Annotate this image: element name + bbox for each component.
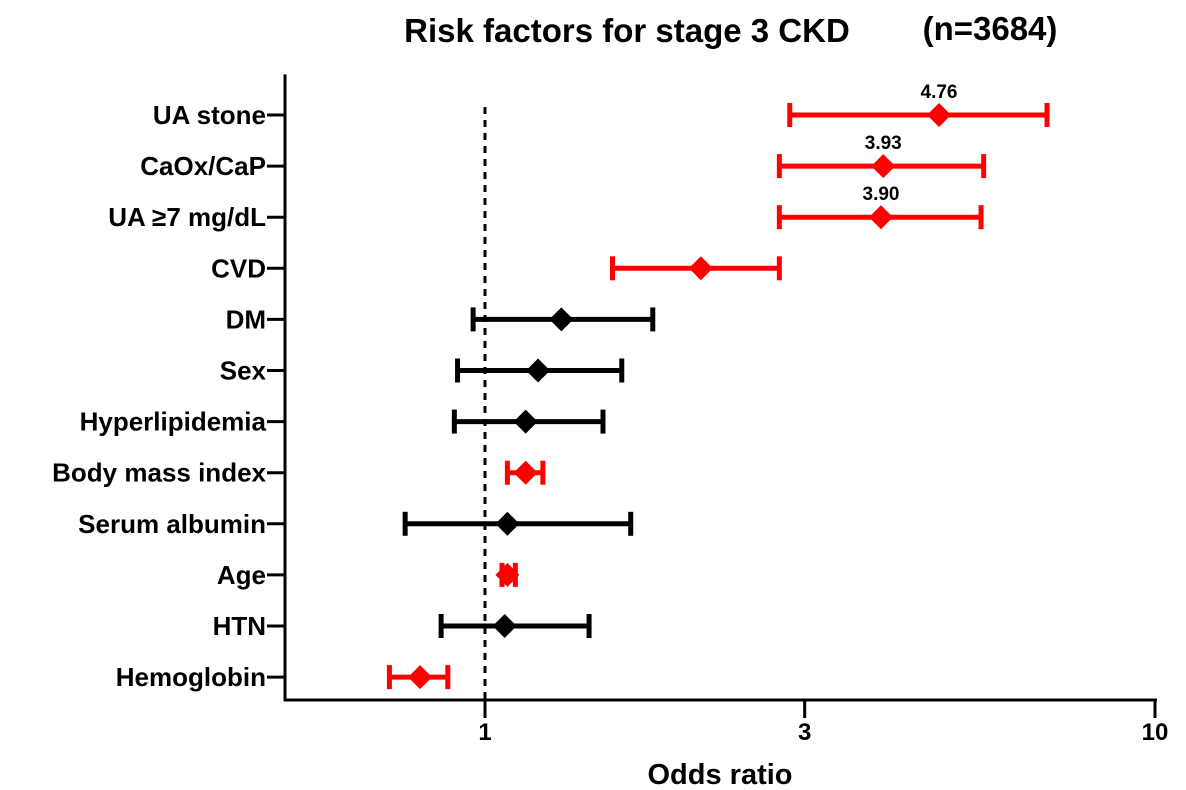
forest-row: Sex — [220, 356, 625, 386]
odds-ratio-marker — [513, 409, 538, 434]
forest-row: CaOx/CaP 3.93 — [140, 133, 987, 181]
row-label: Body mass index — [52, 458, 266, 488]
row-label: DM — [226, 304, 266, 334]
row-label: Serum albumin — [78, 509, 266, 539]
odds-ratio-marker — [495, 562, 520, 587]
forest-row: Age — [217, 560, 520, 590]
forest-row: CVD — [211, 253, 782, 283]
chart-title: Risk factors for stage 3 CKD — [404, 12, 850, 49]
row-label: UA stone — [153, 100, 266, 130]
data-label: 3.93 — [865, 133, 902, 154]
x-tick-label: 3 — [798, 719, 811, 746]
chart-subtitle: (n=3684) — [923, 10, 1058, 47]
axes: 1 3 10 — [283, 74, 1169, 746]
row-label: Hyperlipidemia — [80, 407, 267, 437]
x-axis-label: Odds ratio — [647, 759, 792, 790]
odds-ratio-marker — [688, 256, 713, 281]
data-label: 3.90 — [863, 184, 900, 205]
odds-ratio-marker — [495, 511, 520, 536]
row-label: HTN — [213, 611, 266, 641]
x-tick-label: 10 — [1142, 719, 1169, 746]
odds-ratio-marker — [869, 205, 894, 230]
row-label: Age — [217, 560, 266, 590]
forest-row: UA ≥7 mg/dL 3.90 — [108, 184, 984, 232]
odds-ratio-marker — [513, 460, 538, 485]
forest-row: Serum albumin — [78, 509, 634, 539]
odds-ratio-marker — [926, 103, 951, 127]
row-label: CaOx/CaP — [140, 151, 266, 181]
row-label: Hemoglobin — [116, 662, 266, 692]
rows: UA stone 4.76 CaOx/CaP 3.93 UA ≥7 mg/dL 3.90 C… — [52, 82, 1050, 692]
odds-ratio-marker — [492, 614, 517, 638]
row-label: UA ≥7 mg/dL — [108, 202, 266, 232]
forest-row: Hemoglobin — [116, 662, 451, 692]
forest-row: Body mass index — [52, 458, 546, 488]
data-label: 4.76 — [921, 82, 958, 103]
forest-row: HTN — [213, 611, 592, 641]
forest-row: Hyperlipidemia — [80, 407, 606, 437]
odds-ratio-marker — [408, 665, 433, 690]
row-label: CVD — [211, 253, 266, 283]
x-tick-label: 1 — [478, 719, 491, 746]
row-label: Sex — [220, 356, 267, 386]
forest-row: DM — [226, 304, 656, 334]
forest-row: UA stone 4.76 — [153, 82, 1050, 130]
odds-ratio-marker — [526, 358, 551, 383]
odds-ratio-marker — [871, 154, 896, 179]
odds-ratio-marker — [549, 307, 574, 332]
